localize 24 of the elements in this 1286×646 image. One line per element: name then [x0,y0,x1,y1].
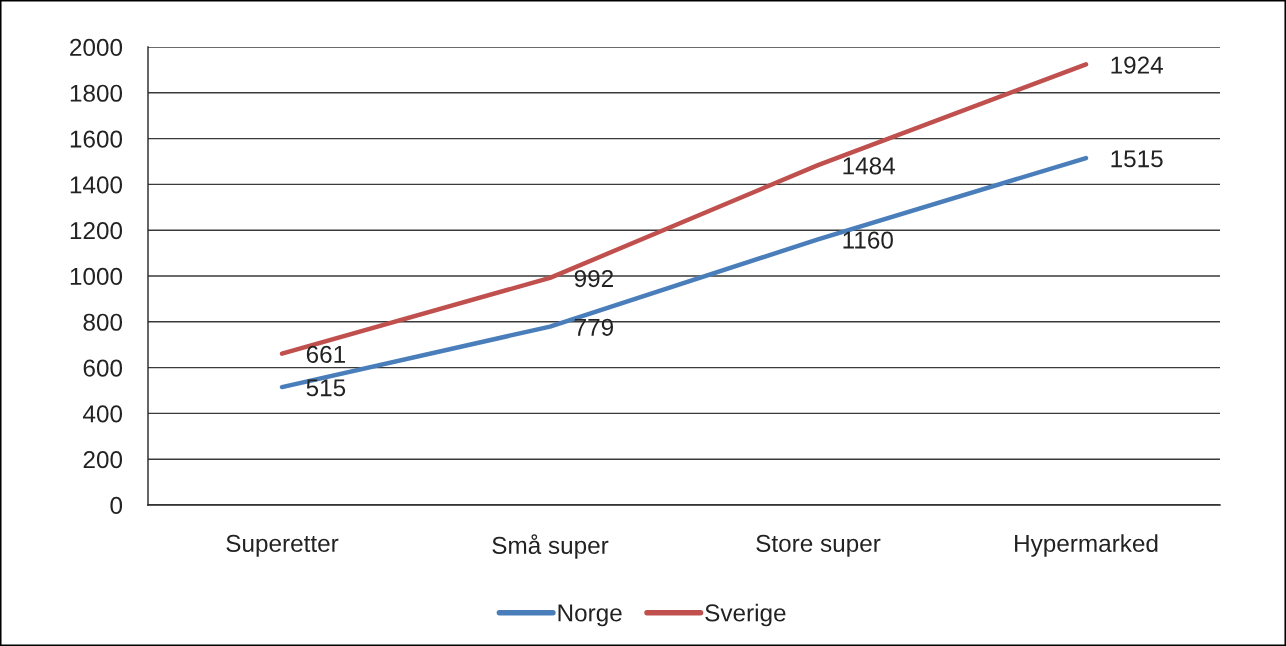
y-tick-label: 400 [83,405,123,423]
y-tick-label: 600 [83,359,123,377]
y-tick-label: 1000 [70,267,123,286]
data-label: 1515 [1111,150,1163,168]
x-tick-label: Hypermarked [1015,534,1158,557]
y-tick-label: 0 [110,496,123,515]
data-label: 661 [306,345,345,363]
legend-label: Sverige [705,603,786,627]
y-tick-label: 800 [83,313,123,331]
data-label: 1924 [1111,56,1163,74]
x-tick-label: Små super [492,534,609,559]
data-label: 779 [574,318,614,336]
data-label: 1160 [843,231,893,249]
y-tick-label: 1400 [70,176,123,194]
data-label: 515 [306,379,346,397]
y-tick-label: 1200 [70,222,123,240]
legend-label: Norge [558,604,622,627]
y-tick-label: 2000 [70,38,123,57]
y-tick-label: 1600 [70,130,123,148]
x-tick-label: Store super [756,534,881,557]
y-tick-label: 1800 [70,84,123,102]
data-label: 1484 [843,157,895,175]
x-tick-label: Superetter [226,534,339,557]
y-tick-label: 200 [83,451,123,469]
